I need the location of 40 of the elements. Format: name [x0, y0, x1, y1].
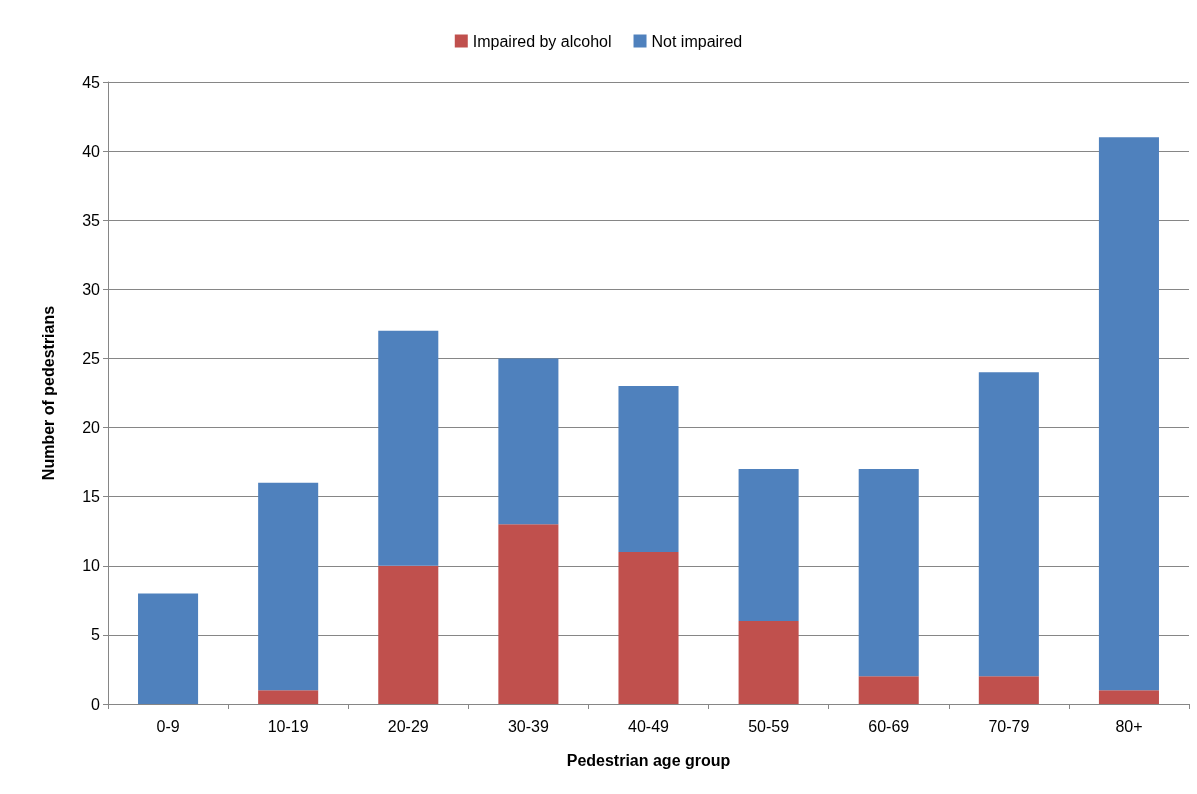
- x-tick-label: 20-29: [387, 717, 429, 735]
- bar: [258, 690, 319, 704]
- bar: [1098, 137, 1159, 691]
- y-tick-label: 35: [82, 211, 101, 229]
- bar: [258, 482, 319, 691]
- y-tick-label: 25: [82, 349, 101, 367]
- x-tick-label: 60-69: [868, 717, 910, 735]
- bar: [498, 358, 559, 525]
- bar: [738, 621, 799, 704]
- x-tick-label: 30-39: [507, 717, 549, 735]
- bar: [858, 676, 919, 704]
- bar: [378, 565, 439, 704]
- bar: [618, 386, 679, 552]
- bar: [978, 372, 1039, 677]
- bar: [378, 330, 439, 566]
- legend-label: Impaired by alcohol: [472, 32, 612, 50]
- y-axis-title: Number of pedestrians: [39, 305, 57, 481]
- x-axis-title: Pedestrian age group: [566, 751, 731, 769]
- y-tick-label: 40: [82, 142, 101, 160]
- bar: [858, 469, 919, 677]
- y-tick-label: 10: [82, 557, 101, 575]
- y-tick-label: 20: [82, 419, 101, 437]
- x-tick-label: 50-59: [748, 717, 790, 735]
- bar: [498, 524, 559, 704]
- bar: [138, 593, 199, 704]
- legend-label: Not impaired: [651, 32, 743, 50]
- x-tick-label: 80+: [1115, 717, 1143, 735]
- bar: [978, 676, 1039, 704]
- y-tick-label: 15: [82, 488, 101, 506]
- x-tick-label: 70-79: [988, 717, 1030, 735]
- y-tick-label: 30: [82, 280, 101, 298]
- bar: [1098, 690, 1159, 704]
- y-tick-label: 0: [91, 695, 101, 713]
- bar: [618, 551, 679, 704]
- x-tick-label: 0-9: [156, 717, 180, 735]
- y-tick-label: 45: [82, 73, 101, 91]
- y-tick-label: 5: [91, 626, 101, 644]
- x-tick-label: 40-49: [628, 717, 670, 735]
- bar: [738, 469, 799, 622]
- x-tick-label: 10-19: [267, 717, 309, 735]
